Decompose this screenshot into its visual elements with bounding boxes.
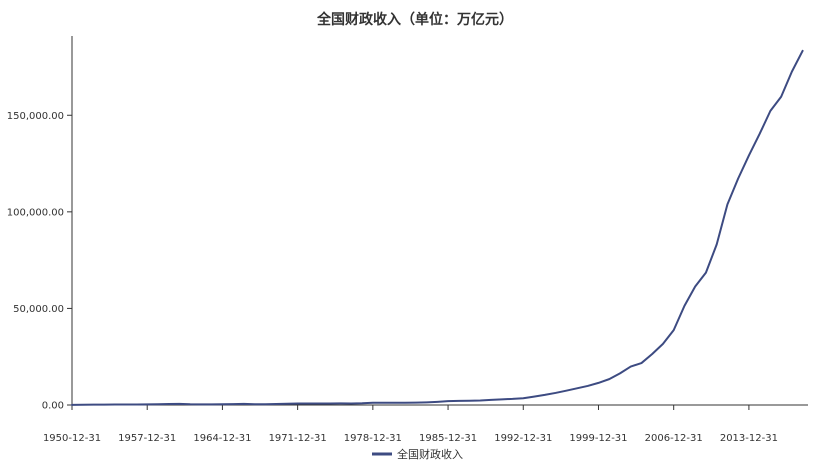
x-axis: 1950-12-31 1957-12-31 1964-12-31 1971-12-31… — [43, 404, 808, 444]
x-tick-label: 1950-12-31 — [43, 433, 101, 444]
y-tick-label: 0.00 — [42, 401, 64, 412]
x-tick-label: 1978-12-31 — [344, 433, 402, 444]
y-tick-label: 150,000.00 — [7, 111, 64, 122]
x-tick-label: 1964-12-31 — [193, 433, 251, 444]
chart-title: 全国财政收入（单位：万亿元） — [317, 12, 513, 28]
y-tick-label: 50,000.00 — [13, 304, 64, 315]
y-axis: 0.00 50,000.00 100,000.00 150,000.00 — [7, 36, 73, 412]
y-tick-label: 100,000.00 — [7, 207, 64, 218]
x-tick-label: 2006-12-31 — [645, 433, 703, 444]
series-layer — [71, 49, 804, 406]
x-tick-label: 1957-12-31 — [118, 433, 176, 444]
series-line — [71, 49, 804, 406]
x-tick-label: 2013-12-31 — [720, 433, 778, 444]
x-tick-label: 1992-12-31 — [494, 433, 552, 444]
legend[interactable]: 全国财政收入 — [372, 447, 463, 461]
legend-label: 全国财政收入 — [397, 447, 463, 461]
x-tick-label: 1971-12-31 — [269, 433, 327, 444]
x-tick-label: 1999-12-31 — [569, 433, 627, 444]
x-tick-label: 1985-12-31 — [419, 433, 477, 444]
